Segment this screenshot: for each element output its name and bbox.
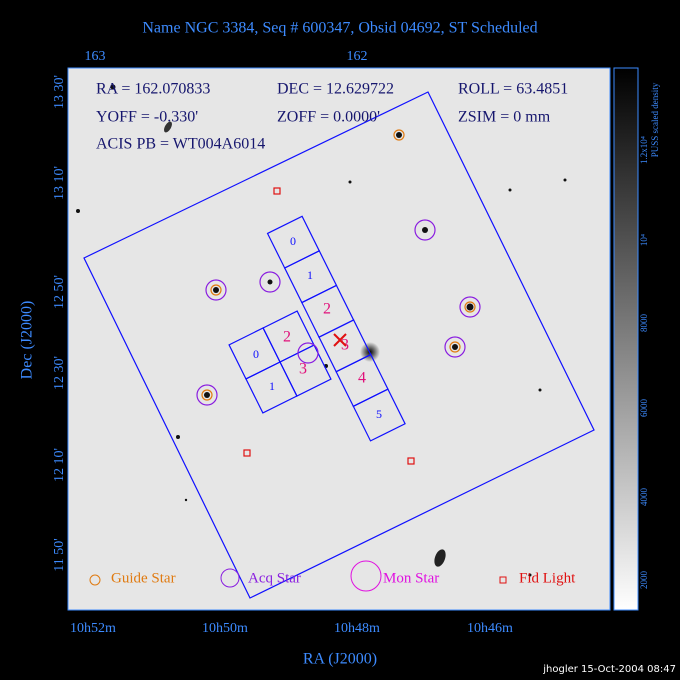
legend-label: Guide Star (111, 570, 176, 586)
colorbar-tick-label: 1.2x10⁴ (639, 136, 649, 164)
x-tick-label: 10h52m (70, 621, 116, 636)
colorbar-tick-label: 10⁴ (639, 234, 649, 246)
aimpoint (333, 333, 347, 347)
x-tick-label: 10h46m (467, 621, 513, 636)
y-tick-label: 12 30' (52, 356, 67, 390)
legend-label: Fid Light (519, 570, 576, 586)
info-acis-pb: ACIS PB = WT004A6014 (96, 136, 265, 153)
legend: Guide Star Acq Star Mon Star Fid Light (89, 560, 576, 592)
info-dec: DEC = 12.629722 (277, 81, 394, 98)
footer-stamp: jhogler 15-Oct-2004 08:47 (542, 664, 676, 675)
y-tick-label: 13 10' (52, 166, 67, 200)
chip-label: 0 (253, 347, 259, 361)
chip-label: 0 (290, 234, 296, 248)
colorbar-title: PUSS scaled density (650, 82, 660, 157)
info-zoff: ZOFF = 0.0000' (277, 109, 380, 126)
chip-label: 1 (307, 268, 313, 282)
chip-label: 3 (299, 361, 307, 378)
title: Name NGC 3384, Seq # 600347, Obsid 04692… (142, 20, 537, 37)
guide-stars (201, 129, 476, 401)
chip-label: 2 (283, 329, 291, 346)
legend-label: Mon Star (383, 570, 439, 586)
colorbar-tick-label: 2000 (639, 571, 649, 590)
fid-lights (243, 187, 415, 465)
chip-label: 5 (376, 407, 382, 421)
info-ra: RA = 162.070833 (96, 81, 210, 98)
x-tick-label: 10h48m (334, 621, 380, 636)
chip-label: 1 (269, 379, 275, 393)
acq-stars (196, 132, 481, 406)
y-tick-label: 13 30' (52, 75, 67, 109)
legend-label: Acq Star (248, 570, 301, 586)
y-axis: 13 30' 13 10' 12 50' 12 30' 12 10' 11 50… (19, 75, 68, 572)
y-tick-label: 12 10' (52, 448, 67, 482)
x-tick-label: 10h50m (202, 621, 248, 636)
y-axis-title: Dec (J2000) (19, 301, 36, 380)
acis-i-array (228, 310, 332, 414)
colorbar-tick-label: 8000 (639, 314, 649, 333)
chip-label: 2 (323, 301, 331, 318)
x-axis-title: RA (J2000) (303, 651, 377, 668)
info-yoff: YOFF = -0.330' (96, 109, 198, 126)
chip-label: 4 (358, 370, 366, 387)
colorbar-tick-label: 6000 (639, 399, 649, 418)
top-tick-label: 163 (85, 49, 106, 64)
y-tick-label: 11 50' (52, 538, 67, 572)
y-tick-label: 12 50' (52, 275, 67, 309)
colorbar (613, 67, 639, 611)
info-roll: ROLL = 63.4851 (458, 81, 568, 98)
top-tick-label: 162 (347, 49, 368, 64)
acis-s-array (266, 215, 406, 442)
info-zsim: ZSIM = 0 mm (458, 109, 551, 126)
field-boundary (83, 91, 595, 599)
colorbar-tick-label: 4000 (639, 488, 649, 507)
